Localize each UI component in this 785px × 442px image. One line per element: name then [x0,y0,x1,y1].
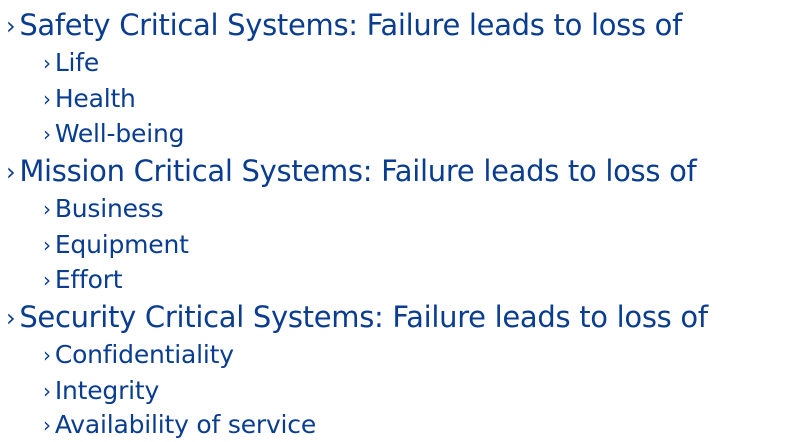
list-item-text: Effort [54,265,123,294]
bullet-icon: › [43,233,51,257]
bullet-icon: › [43,268,51,292]
list-item: › Business [43,192,164,226]
list-item: › Confidentiality [43,338,234,372]
bullet-icon: › [43,343,51,367]
list-item: › Equipment [43,228,189,262]
list-item-text: Business [54,194,164,223]
section-heading-security: › Security Critical Systems: Failure lead… [6,299,708,335]
heading-text: Safety Critical Systems: Failure leads t… [19,8,683,42]
section-heading-mission: › Mission Critical Systems: Failure leads… [6,153,697,189]
bullet-icon: › [43,122,51,146]
list-item: › Well-being [43,117,184,151]
bullet-icon: › [43,413,51,437]
list-item: › Health [43,82,136,116]
list-item-text: Equipment [54,230,189,259]
list-item-text: Health [54,84,136,113]
bullet-icon: › [6,12,16,40]
list-item: › Integrity [43,374,159,408]
bullet-icon: › [43,379,51,403]
heading-text: Mission Critical Systems: Failure leads … [19,154,697,188]
list-item: › Life [43,46,99,80]
list-item: › Effort [43,263,123,297]
list-item-text: Integrity [54,376,160,405]
bullet-icon: › [6,158,16,186]
list-item-text: Availability of service [54,410,317,439]
bullet-icon: › [43,87,51,111]
section-heading-safety: › Safety Critical Systems: Failure leads … [6,7,682,43]
bullet-icon: › [6,304,16,332]
list-item-text: Confidentiality [54,340,234,369]
list-item-text: Well-being [54,119,185,148]
list-item: › Availability of service [43,408,316,442]
bullet-icon: › [43,51,51,75]
bullet-icon: › [43,197,51,221]
list-item-text: Life [54,48,100,77]
heading-text: Security Critical Systems: Failure leads… [19,300,708,334]
